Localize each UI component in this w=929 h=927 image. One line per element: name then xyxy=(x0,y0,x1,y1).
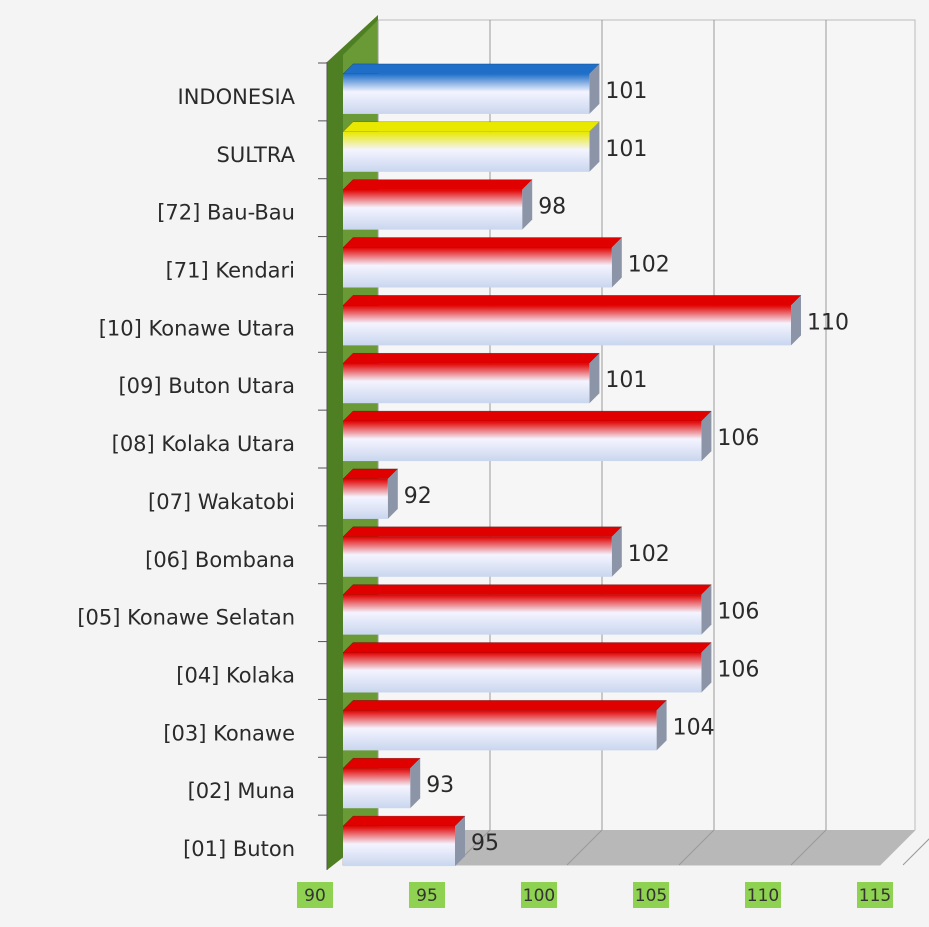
tick-box xyxy=(521,882,557,908)
value-label: 95 xyxy=(471,831,499,856)
grid-floor xyxy=(678,829,715,866)
bar xyxy=(343,247,612,288)
value-label: 106 xyxy=(717,658,759,683)
value-label: 101 xyxy=(605,79,647,104)
bar-top xyxy=(342,584,713,595)
bar-top xyxy=(342,700,668,711)
bar-end xyxy=(589,353,600,404)
bar-top xyxy=(342,352,601,364)
x-tick-label: 100 xyxy=(523,886,555,906)
bar xyxy=(343,189,523,230)
bar xyxy=(343,73,590,114)
value-label: 92 xyxy=(404,484,432,509)
bar-end xyxy=(701,584,712,635)
y-tick-label: [05] Konawe Selatan xyxy=(77,606,295,630)
y-tick-label: [07] Wakatobi xyxy=(148,490,295,514)
bar-end xyxy=(611,526,622,577)
bar-end xyxy=(387,468,398,519)
y-tick-label: [03] Konawe xyxy=(163,721,295,745)
bar-end xyxy=(791,295,801,346)
y-tick-label: [09] Buton Utara xyxy=(118,374,295,398)
bar-top xyxy=(342,410,713,422)
bar-top xyxy=(342,526,623,538)
bar xyxy=(343,131,590,172)
bar-top xyxy=(342,237,623,248)
value-label: 93 xyxy=(426,773,454,798)
x-tick-label: 95 xyxy=(416,886,438,906)
bar-end xyxy=(455,816,465,867)
bar xyxy=(343,536,612,577)
bar-end xyxy=(656,700,667,751)
x-tick-label: 105 xyxy=(635,886,667,906)
bar xyxy=(343,768,411,809)
bar-top xyxy=(342,757,421,769)
value-label: 102 xyxy=(628,542,670,567)
value-label: 110 xyxy=(807,310,849,335)
y-tick-label: [04] Kolaka xyxy=(176,664,295,688)
bar-top xyxy=(342,121,601,133)
x-tick-label: 115 xyxy=(859,886,891,906)
bar-top xyxy=(342,815,466,827)
value-label: 98 xyxy=(538,195,566,220)
y-tick-label: INDONESIA xyxy=(178,85,296,109)
bar-top xyxy=(342,642,713,653)
grid-floor xyxy=(566,829,603,866)
bar xyxy=(343,594,702,635)
bar-end xyxy=(611,237,622,288)
bar-end xyxy=(522,179,533,230)
value-label: 104 xyxy=(673,715,715,740)
y-tick-label: [06] Bombana xyxy=(145,548,295,572)
bar-end xyxy=(701,642,712,693)
tick-box xyxy=(857,882,893,908)
bar-top xyxy=(342,179,533,190)
y-tick-label: [02] Muna xyxy=(188,779,295,803)
bar xyxy=(343,826,455,867)
x-tick-label: 90 xyxy=(304,886,326,906)
bar-top xyxy=(342,295,802,306)
bar xyxy=(343,363,590,404)
bar-end xyxy=(701,411,712,462)
value-label: 106 xyxy=(717,426,759,451)
value-label: 101 xyxy=(605,137,647,162)
bar xyxy=(343,478,388,519)
y-tick-label: [08] Kolaka Utara xyxy=(112,432,295,456)
y-tick-label: [71] Kendari xyxy=(166,259,295,283)
tick-box xyxy=(633,882,669,908)
tick-box xyxy=(409,882,445,908)
bar xyxy=(343,710,657,751)
bar-end xyxy=(589,63,600,114)
tick-box xyxy=(745,882,781,908)
bar xyxy=(343,421,702,462)
bar xyxy=(343,652,702,693)
y-tick-label: SULTRA xyxy=(217,143,296,167)
bar-end xyxy=(410,758,421,809)
y-tick-label: [10] Konawe Utara xyxy=(99,316,295,340)
x-tick-label: 110 xyxy=(747,886,779,906)
y-tick-label: [01] Buton xyxy=(183,837,295,861)
tick-box xyxy=(297,882,333,908)
value-label: 106 xyxy=(717,600,759,625)
bar xyxy=(343,305,791,346)
grid-floor xyxy=(902,838,929,866)
grid-floor xyxy=(790,829,827,866)
floor xyxy=(343,830,915,865)
y-tick-label: [72] Bau-Bau xyxy=(157,201,295,225)
bar-top xyxy=(342,63,601,75)
value-label: 102 xyxy=(628,253,670,278)
bar-end xyxy=(589,121,600,172)
value-label: 101 xyxy=(605,368,647,393)
